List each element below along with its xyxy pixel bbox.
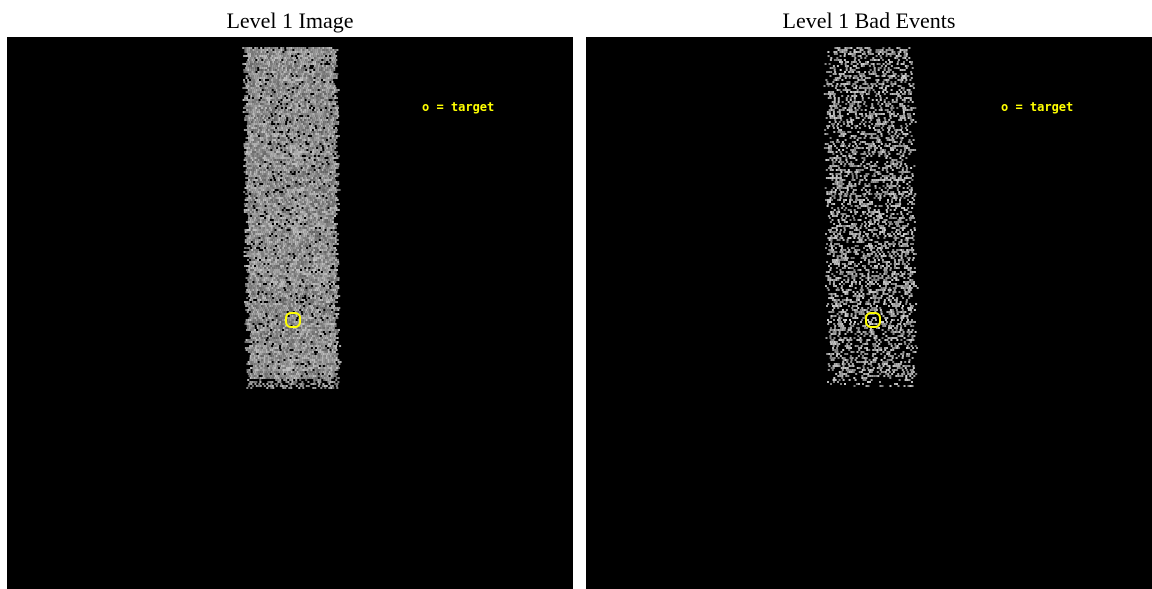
level1-bad-events-panel: Level 1 Bad Events o = target (586, 0, 1152, 589)
level1-image-panel: Level 1 Image o = target (7, 0, 573, 589)
level1-bad-events-image: o = target (586, 37, 1152, 589)
legend-label: o = target (1001, 100, 1074, 114)
target-marker (865, 312, 881, 328)
level1-image: o = target (7, 37, 573, 589)
image-canvas (586, 37, 1152, 589)
panel-title: Level 1 Image (226, 8, 354, 33)
panel-title: Level 1 Bad Events (782, 8, 956, 33)
legend-label: o = target (422, 100, 495, 114)
target-marker (285, 312, 301, 328)
image-canvas (7, 37, 573, 589)
event-band (242, 47, 342, 389)
event-band (823, 47, 919, 387)
